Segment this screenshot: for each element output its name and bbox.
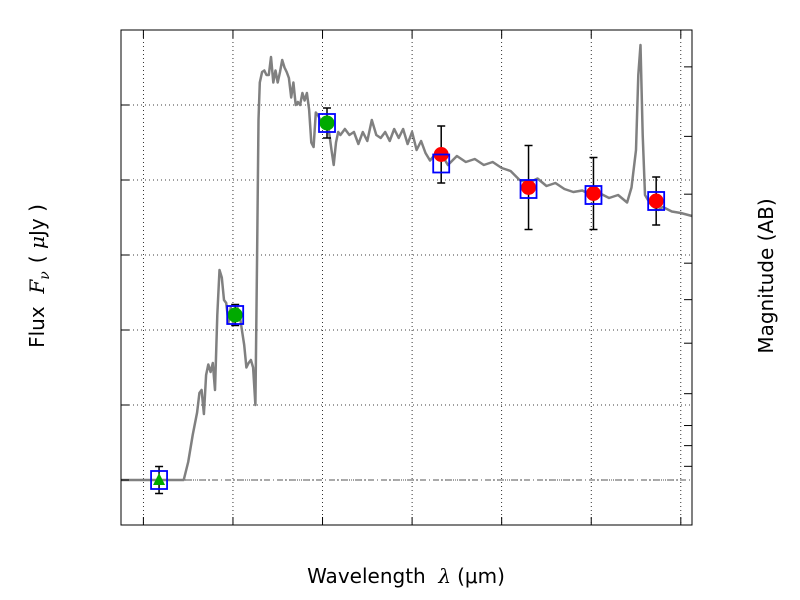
red-data-point [648,193,664,209]
red-data-point [585,186,601,201]
y-axis-label-unit-open: ( [25,249,49,263]
axis-ticks [121,29,692,525]
x-axis-label-unit: (μm) [457,564,505,588]
x-axis-label: Wavelength λ (μm) [307,564,505,588]
green-data-point [319,115,335,131]
y-axis-label-symbol: F [25,279,49,295]
model-band-box [519,179,538,199]
model-band-box [318,113,336,133]
model-band-boxes [150,113,666,490]
model-band-box [647,191,666,211]
upper-limit-triangle [153,473,166,485]
x-axis-label-lambda: λ [437,564,451,588]
red-data-point [521,180,537,195]
model-band-box [150,470,168,490]
y2-axis-label: Magnitude (AB) [754,198,778,353]
plot-frame [120,29,693,526]
y-axis-label-subscript: ν [37,271,53,280]
y-axis-label-mu: μ [25,236,49,249]
model-band-box [432,153,451,174]
x-axis-label-prefix: Wavelength [307,564,438,588]
green-data-point [227,307,243,323]
y-axis-label: Flux Fν ( μJy ) [25,204,53,348]
grid-lines [121,29,692,525]
y-axis-label-unit: Jy ) [25,204,49,238]
y-axis-label-prefix: Flux [25,294,49,348]
model-band-box [584,185,603,205]
model-band-box [226,305,245,325]
data-markers [153,115,664,485]
